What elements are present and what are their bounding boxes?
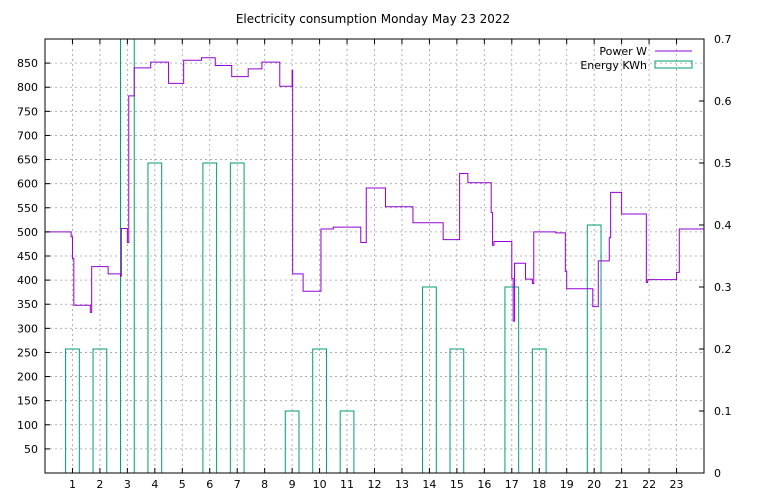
y-tick-label: 500 — [17, 226, 38, 239]
y-tick-label: 200 — [17, 371, 38, 384]
x-tick-label: 3 — [124, 478, 131, 491]
y2-tick-label: 0.2 — [714, 343, 732, 356]
x-tick-label: 18 — [532, 478, 546, 491]
x-axis: 1 2 3 4 5 6 7 8 9 10 11 12 13 14 15 16 17 18 19 20 21 22 23 — [69, 39, 684, 491]
y2-tick-label: 0 — [714, 467, 721, 480]
y-tick-label: 250 — [17, 346, 38, 359]
x-tick-label: 19 — [560, 478, 574, 491]
y-tick-label: 750 — [17, 105, 38, 118]
legend-swatch-energy — [654, 60, 693, 69]
legend-label-power: Power W — [599, 45, 647, 58]
x-tick-label: 7 — [234, 478, 241, 491]
x-tick-label: 12 — [368, 478, 382, 491]
y-tick-label: 50 — [24, 443, 38, 456]
x-tick-label: 20 — [587, 478, 601, 491]
y-tick-label: 100 — [17, 419, 38, 432]
x-tick-label: 15 — [450, 478, 464, 491]
x-tick-label: 13 — [395, 478, 409, 491]
y-tick-label: 550 — [17, 202, 38, 215]
y2-tick-label: 0.7 — [714, 33, 732, 46]
x-tick-label: 6 — [206, 478, 213, 491]
y-tick-label: 450 — [17, 250, 38, 263]
y-tick-label: 650 — [17, 154, 38, 167]
y-tick-label: 850 — [17, 57, 38, 70]
y-axis-left: 50 100 150 200 250 300 350 400 450 500 550 600 650 70… — [17, 57, 50, 456]
x-tick-label: 1 — [69, 478, 76, 491]
y2-tick-label: 0.6 — [714, 95, 732, 108]
grid — [45, 39, 704, 473]
y-tick-label: 700 — [17, 129, 38, 142]
y2-tick-label: 0.4 — [714, 219, 732, 232]
y-tick-label: 300 — [17, 322, 38, 335]
y-tick-label: 800 — [17, 81, 38, 94]
chart-title: Electricity consumption Monday May 23 20… — [236, 12, 510, 26]
legend: Power W Energy KWh — [580, 45, 693, 72]
y2-tick-label: 0.5 — [714, 157, 732, 170]
x-tick-label: 23 — [670, 478, 684, 491]
x-tick-label: 4 — [151, 478, 158, 491]
y-tick-label: 400 — [17, 274, 38, 287]
x-tick-label: 8 — [261, 478, 268, 491]
x-tick-label: 10 — [313, 478, 327, 491]
x-tick-label: 14 — [422, 478, 436, 491]
x-tick-label: 9 — [289, 478, 296, 491]
y-tick-label: 150 — [17, 395, 38, 408]
y-axis-right: 0 0.1 0.2 0.3 0.4 0.5 0.6 0.7 — [699, 33, 732, 480]
power-line — [45, 57, 704, 322]
x-tick-label: 17 — [505, 478, 519, 491]
y-tick-label: 600 — [17, 178, 38, 191]
x-tick-label: 11 — [340, 478, 354, 491]
x-tick-label: 22 — [642, 478, 656, 491]
x-tick-label: 16 — [477, 478, 491, 491]
x-tick-label: 2 — [96, 478, 103, 491]
legend-label-energy: Energy KWh — [580, 59, 647, 72]
y2-tick-label: 0.3 — [714, 281, 732, 294]
x-tick-label: 21 — [615, 478, 629, 491]
y-tick-label: 350 — [17, 298, 38, 311]
x-tick-label: 5 — [179, 478, 186, 491]
y2-tick-label: 0.1 — [714, 405, 732, 418]
